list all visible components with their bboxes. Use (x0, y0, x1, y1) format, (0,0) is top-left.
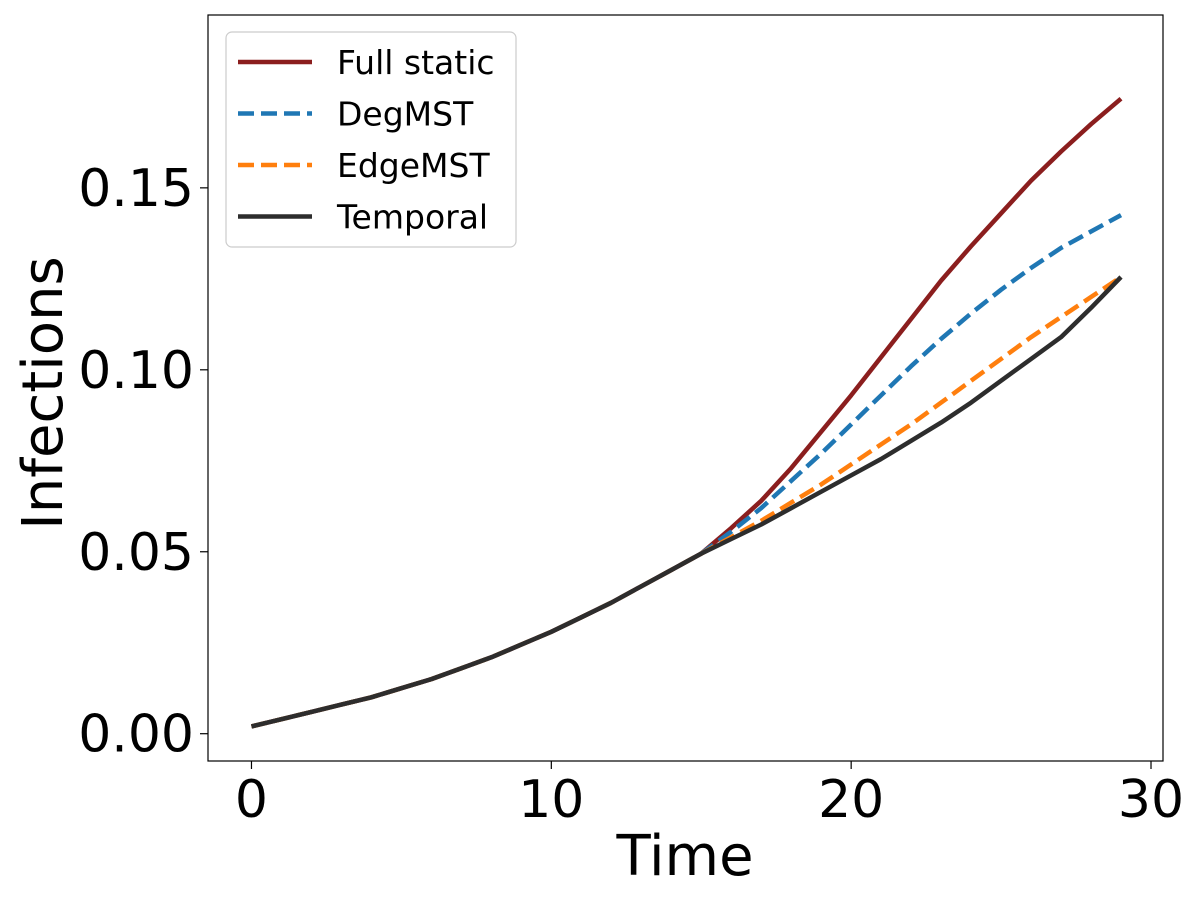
x-tick-label: 30 (1118, 770, 1184, 830)
x-tick-label: 10 (518, 770, 584, 830)
y-axis-ticks: 0.00 0.05 0.10 0.15 (78, 159, 208, 765)
series-lines (250, 96, 1123, 729)
x-tick-label: 0 (235, 770, 268, 830)
x-axis-ticks: 0 10 20 30 (235, 761, 1184, 830)
legend-label: Temporal (336, 198, 488, 237)
y-tick-label: 0.05 (78, 523, 194, 583)
y-axis-title: Infections (11, 256, 76, 529)
x-tick-label: 20 (818, 770, 884, 830)
y-tick-label: 0.10 (78, 341, 194, 401)
x-axis-title: Time (615, 824, 753, 889)
legend: Full static DegMST EdgeMST Temporal (225, 31, 517, 248)
legend-label: EdgeMST (337, 146, 490, 185)
y-tick-label: 0.00 (78, 705, 194, 765)
legend-label: DegMST (337, 95, 474, 134)
legend-box (225, 31, 517, 248)
y-tick-label: 0.15 (78, 159, 194, 219)
series-line-temporal (250, 275, 1123, 729)
legend-label: Full static (337, 43, 495, 82)
